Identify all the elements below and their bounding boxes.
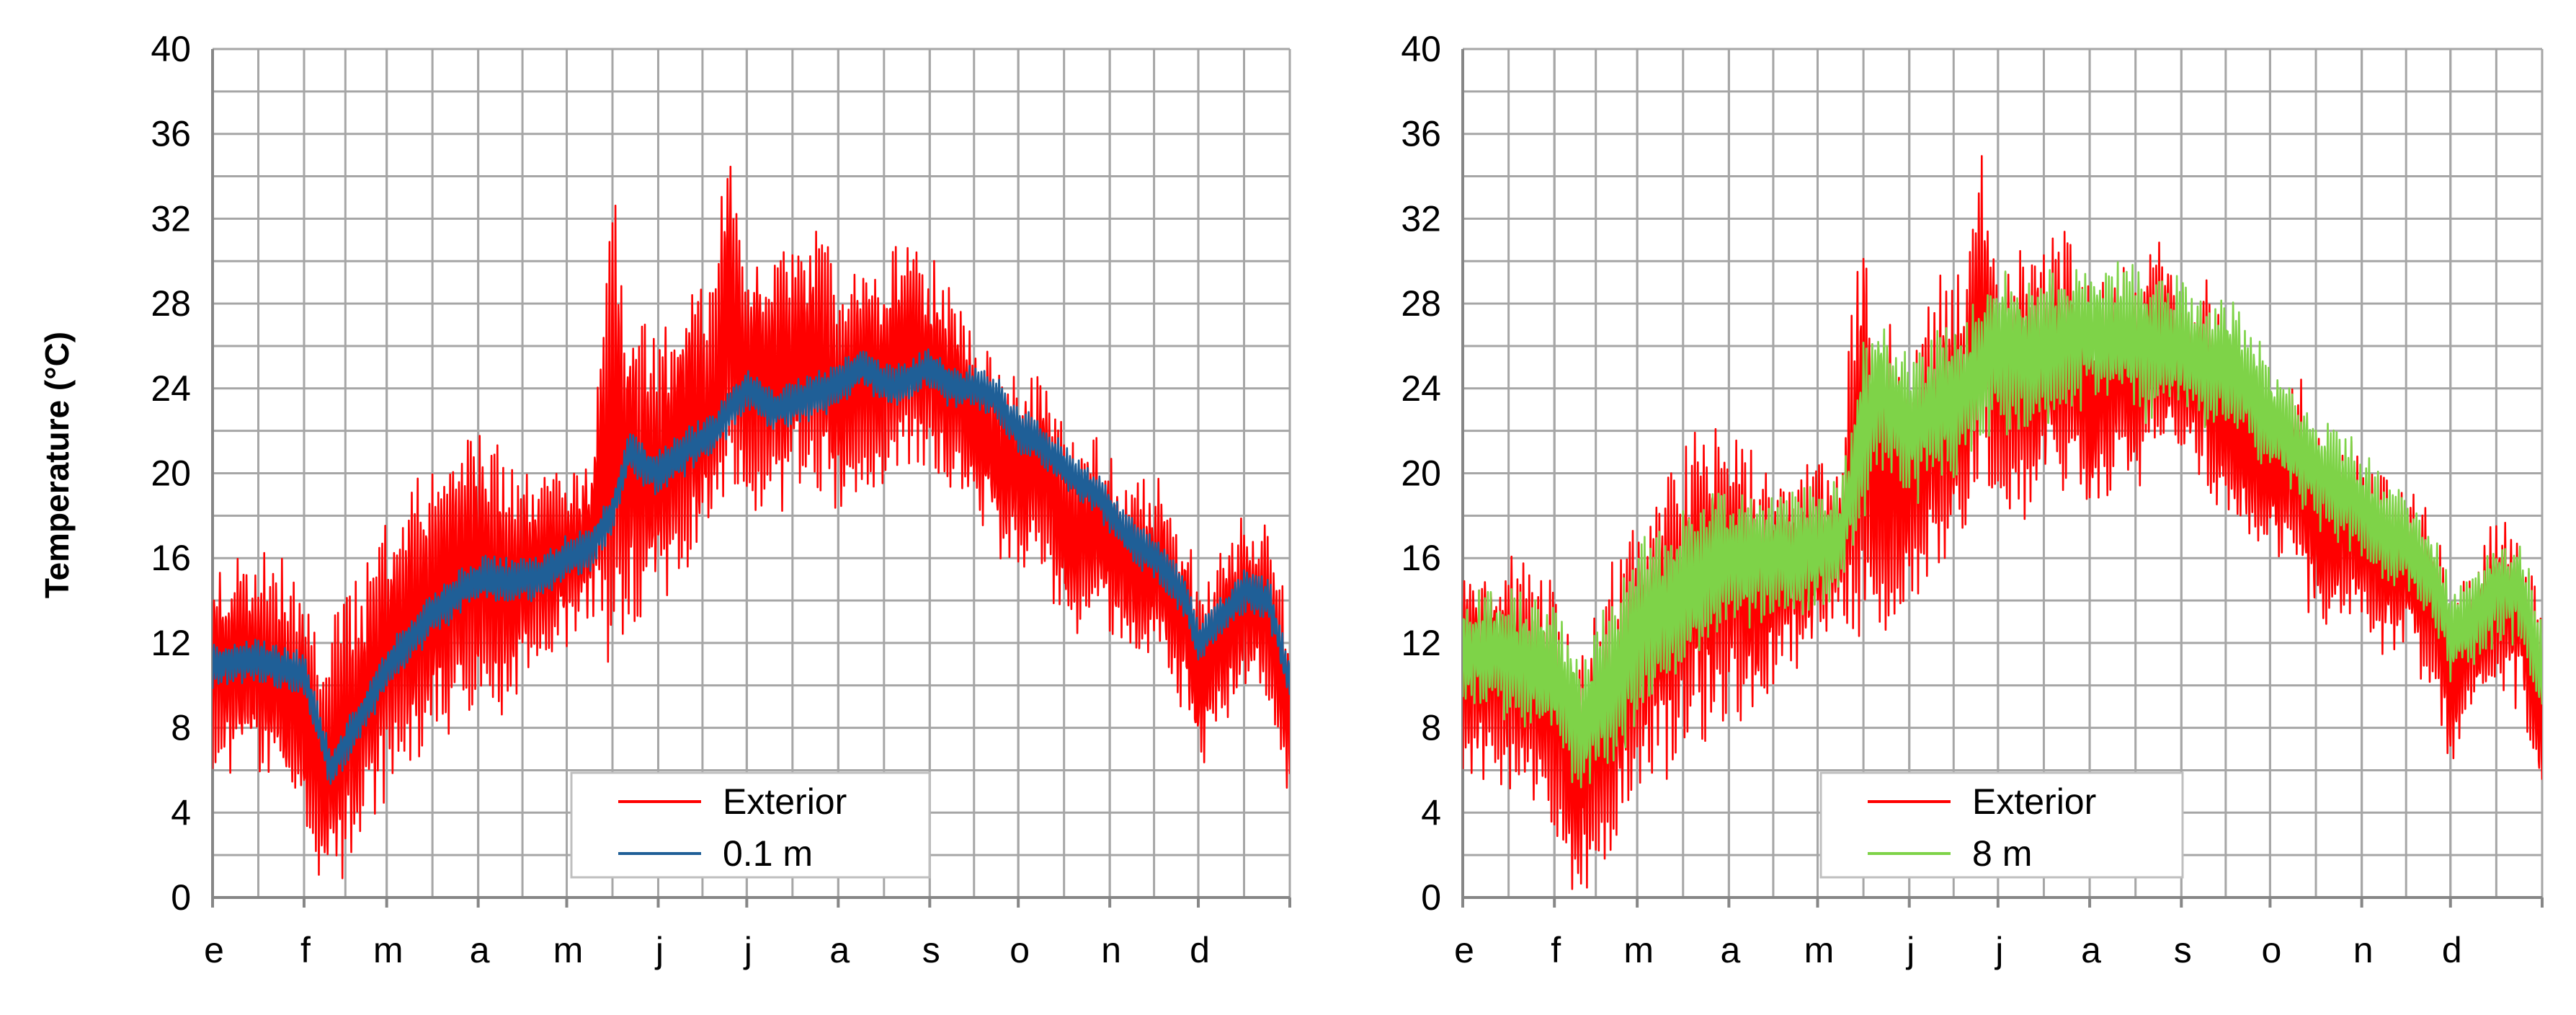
x-tick-label: j: [743, 930, 752, 970]
y-tick-label: 20: [1401, 453, 1441, 494]
x-tick-label: f: [1551, 930, 1561, 970]
x-tick-label: m: [1623, 930, 1654, 970]
y-tick-label: 32: [1401, 198, 1441, 239]
chart-right: 0 4 8 12 16 20 24 28 32 36 40 e f m a m j j a s o n d Exterior 8…: [1401, 29, 2544, 970]
x-tick-label: m: [1804, 930, 1835, 970]
legend-label: 8 m: [1972, 833, 2032, 874]
x-tick-label: j: [654, 930, 664, 970]
plot-area: [1463, 155, 2542, 890]
x-tick-label: a: [470, 930, 490, 970]
x-tick-label: d: [1190, 930, 1210, 970]
y-tick-label: 32: [151, 198, 191, 239]
legend-label: 0.1 m: [723, 833, 813, 874]
y-tick-label: 16: [1401, 538, 1441, 578]
series-line-exterior: [213, 165, 1290, 879]
series-line-depth: [1463, 261, 2542, 789]
y-tick-label: 12: [151, 623, 191, 663]
y-tick-label: 4: [171, 792, 191, 833]
legend-label: Exterior: [723, 781, 847, 822]
legend: Exterior 8 m: [1819, 771, 2184, 879]
x-tick-label: n: [1101, 930, 1121, 970]
y-tick-label: 36: [1401, 114, 1441, 154]
y-tick-label: 36: [151, 114, 191, 154]
x-tick-label: f: [300, 930, 311, 970]
legend-box: [570, 771, 931, 879]
y-tick-label: 20: [151, 453, 191, 494]
y-tick-label: 16: [151, 538, 191, 578]
x-tick-label: o: [2262, 930, 2282, 970]
x-tick-label: s: [922, 930, 940, 970]
x-tick-label: j: [1905, 930, 1915, 970]
y-tick-label: 0: [171, 877, 191, 918]
x-tick-label: e: [1454, 930, 1474, 970]
x-tick-label: n: [2353, 930, 2374, 970]
chart-left: Temperature (°C) 0 4 8 12 16 20 24 28 32 36 40 e f m a…: [38, 29, 1291, 970]
y-tick-label: 40: [151, 29, 191, 69]
x-tick-label: s: [2174, 930, 2192, 970]
y-tick-label: 28: [151, 283, 191, 324]
plot-area: [213, 165, 1290, 879]
y-tick-label: 8: [171, 708, 191, 748]
x-tick-label: e: [204, 930, 224, 970]
x-tick-label: d: [2442, 930, 2462, 970]
y-tick-label: 4: [1421, 792, 1441, 833]
y-tick-label: 24: [151, 368, 191, 409]
x-tick-label: a: [1720, 930, 1740, 970]
x-tick-label: o: [1010, 930, 1030, 970]
x-tick-label: a: [2081, 930, 2101, 970]
legend-box: [1819, 771, 2184, 879]
legend: Exterior 0.1 m: [570, 771, 931, 879]
y-tick-label: 28: [1401, 283, 1441, 324]
y-tick-label: 8: [1421, 708, 1441, 748]
x-tick-label: m: [553, 930, 584, 970]
y-tick-label: 24: [1401, 368, 1441, 409]
x-tick-label: m: [373, 930, 404, 970]
y-axis-title-left: Temperature (°C): [38, 332, 76, 598]
y-tick-label: 40: [1401, 29, 1441, 69]
x-tick-label: a: [829, 930, 850, 970]
y-tick-label: 0: [1421, 877, 1441, 918]
x-tick-label: j: [1994, 930, 2003, 970]
y-tick-label: 12: [1401, 623, 1441, 663]
legend-label: Exterior: [1972, 781, 2096, 822]
series-line-depth: [213, 348, 1290, 785]
